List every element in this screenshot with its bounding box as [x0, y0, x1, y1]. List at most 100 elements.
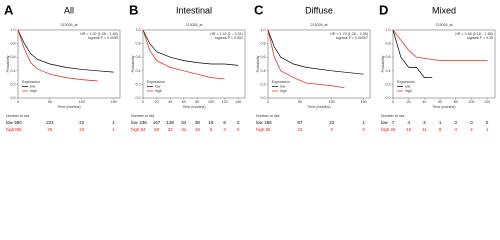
x-tick-label: 20 — [407, 100, 411, 104]
x-tick-label: 80 — [195, 100, 199, 104]
legend-label: high — [280, 89, 287, 93]
annotation: HR = 0.58 (0.18 – 1.85) — [455, 32, 493, 36]
risk-value: 0 — [486, 120, 489, 125]
y-tick-label: 0.6 — [11, 55, 16, 59]
survival-curve — [142, 29, 225, 80]
y-tick-label: 0.4 — [386, 69, 391, 73]
risk-row-name: low — [131, 120, 138, 125]
legend-label: high — [155, 89, 162, 93]
y-tick-label: 0.8 — [261, 42, 266, 46]
panel-title: All — [64, 5, 74, 15]
risk-value: 84 — [141, 127, 146, 132]
x-tick-label: 120 — [484, 100, 490, 104]
panel-title: Intestinal — [176, 5, 212, 15]
risk-value: 3 — [223, 127, 226, 132]
risk-row-name: high — [256, 127, 265, 132]
x-tick-label: 80 — [454, 100, 458, 104]
risk-value: 7 — [392, 120, 395, 125]
risk-value: 31 — [181, 127, 186, 132]
x-tick-label: 150 — [361, 100, 367, 104]
risk-row-name: high — [381, 127, 390, 132]
risk-value: 167 — [153, 120, 161, 125]
risk-value: 1 — [112, 120, 115, 125]
legend-title: Expression — [397, 80, 415, 84]
risk-value: 26 — [391, 127, 396, 132]
y-tick-label: 0.2 — [136, 82, 141, 86]
annotation: HR = 1.32 (1.08 – 1.60) — [80, 32, 118, 36]
risk-value: 1 — [486, 127, 489, 132]
survival-curve — [392, 29, 488, 61]
y-tick-label: 0.0 — [136, 96, 141, 100]
x-axis-label: Time (months) — [57, 105, 80, 109]
y-axis-label: Probability — [6, 55, 10, 72]
x-tick-label: 100 — [329, 100, 335, 104]
x-tick-label: 0 — [17, 100, 19, 104]
risk-value: 54 — [181, 120, 186, 125]
risk-row-name: high — [131, 127, 140, 132]
subtitle: 213026_at — [186, 23, 203, 27]
risk-value: 0 — [470, 120, 473, 125]
risk-value: 5 — [331, 127, 334, 132]
risk-value: 1 — [362, 120, 365, 125]
risk-value: 1 — [112, 127, 115, 132]
survival-curve — [267, 29, 345, 89]
risk-value: 22 — [79, 120, 84, 125]
risk-table-title: Number at risk — [131, 114, 155, 118]
plot-frame — [17, 29, 121, 99]
panel-letter: A — [4, 2, 14, 17]
legend-title: Expression — [272, 80, 290, 84]
y-tick-label: 1.0 — [386, 28, 391, 32]
panel-letter: D — [379, 2, 388, 17]
y-tick-label: 0.6 — [261, 55, 266, 59]
y-tick-label: 0.0 — [386, 96, 391, 100]
risk-value: 3 — [455, 127, 458, 132]
x-tick-label: 100 — [79, 100, 85, 104]
risk-value: 38 — [195, 120, 200, 125]
y-axis-label: Probability — [256, 55, 260, 72]
y-tick-label: 0.4 — [136, 69, 141, 73]
x-tick-label: 40 — [168, 100, 172, 104]
y-tick-label: 0.6 — [136, 55, 141, 59]
risk-value: 85 — [266, 127, 271, 132]
survival-curve — [17, 29, 98, 82]
panel-letter: B — [129, 2, 138, 17]
y-tick-label: 1.0 — [11, 28, 16, 32]
risk-value: 590 — [14, 120, 22, 125]
risk-value: 5 — [210, 127, 213, 132]
annotation: logrank P = 0.0055 — [88, 36, 118, 40]
x-tick-label: 0 — [142, 100, 144, 104]
survival-curve — [267, 29, 364, 75]
risk-value: 11 — [422, 127, 427, 132]
y-tick-label: 0.2 — [261, 82, 266, 86]
risk-value: 32 — [168, 127, 173, 132]
legend-label: high — [405, 89, 412, 93]
x-axis-label: Time (months) — [182, 105, 205, 109]
annotation: logrank P = 0.051 — [215, 36, 243, 40]
x-tick-label: 140 — [235, 100, 241, 104]
risk-value: 18 — [406, 127, 411, 132]
risk-table-title: Number at risk — [381, 114, 405, 118]
risk-value: 18 — [209, 120, 214, 125]
plot-frame — [142, 29, 246, 99]
x-tick-label: 100 — [208, 100, 214, 104]
risk-value: 58 — [154, 127, 159, 132]
legend-label: low — [280, 84, 286, 88]
risk-value: 75 — [47, 127, 52, 132]
survival-curve — [392, 29, 433, 78]
panel-letter: C — [254, 2, 264, 17]
risk-value: 128 — [167, 120, 175, 125]
x-tick-label: 60 — [438, 100, 442, 104]
panel-title: Mixed — [432, 5, 456, 15]
legend-label: high — [30, 89, 37, 93]
risk-value: 2 — [470, 127, 473, 132]
risk-value: 1 — [439, 120, 442, 125]
subtitle: 213026_at — [311, 23, 328, 27]
risk-value: 22 — [329, 120, 334, 125]
risk-value: 236 — [139, 120, 147, 125]
risk-value: 23 — [79, 127, 84, 132]
y-tick-label: 0.8 — [386, 42, 391, 46]
panel-title: Diffuse — [305, 5, 333, 15]
y-tick-label: 1.0 — [261, 28, 266, 32]
x-tick-label: 60 — [182, 100, 186, 104]
